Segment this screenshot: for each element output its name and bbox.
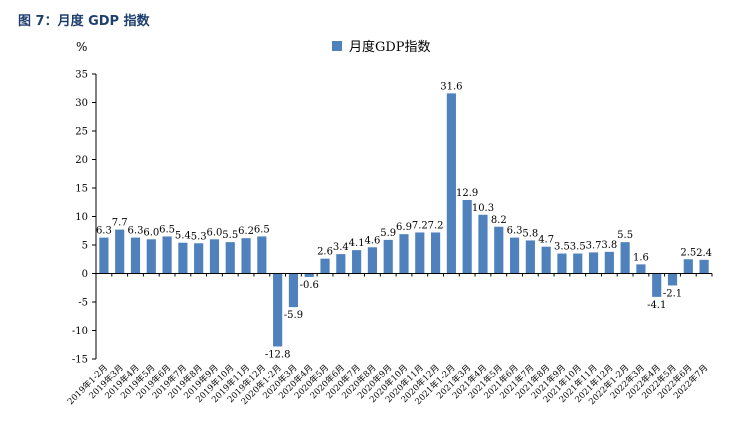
bar — [509, 237, 520, 274]
data-label: 6.5 — [254, 224, 270, 235]
data-label: 4.1 — [349, 238, 365, 249]
data-label: 6.3 — [507, 226, 523, 237]
legend-label: 月度GDP指数 — [349, 39, 431, 55]
bars — [99, 93, 709, 347]
figure-title: 图 7：月度 GDP 指数 — [18, 14, 150, 29]
data-label: 6.9 — [396, 222, 412, 233]
bar — [352, 250, 362, 274]
y-axis: 35 30 25 20 15 10 5 0 -5 -10 -15 — [72, 70, 97, 366]
data-label: 6.0 — [207, 227, 223, 238]
bar — [667, 273, 678, 286]
data-label: 3.5 — [570, 242, 586, 253]
bar — [699, 259, 709, 274]
y-tick-label: 5 — [82, 241, 88, 252]
data-label: -4.1 — [647, 300, 666, 311]
bar — [541, 246, 551, 274]
bar — [162, 236, 172, 274]
data-label: -2.1 — [663, 288, 682, 299]
bar — [209, 239, 220, 274]
data-label: -0.6 — [300, 280, 319, 291]
y-tick-label: 10 — [75, 212, 88, 223]
legend: 月度GDP指数 — [332, 39, 431, 55]
bar — [478, 214, 488, 274]
data-label: 8.2 — [491, 215, 507, 226]
data-label: 3.5 — [554, 242, 570, 253]
bar — [130, 237, 141, 274]
bar — [494, 226, 504, 274]
bar — [446, 93, 456, 274]
bar — [99, 237, 109, 274]
legend-swatch — [332, 41, 342, 51]
data-label: 2.6 — [317, 247, 333, 258]
y-tick-label: 0 — [82, 269, 88, 280]
data-label: 4.6 — [364, 235, 380, 246]
data-label: 7.7 — [112, 218, 128, 229]
bar — [683, 259, 693, 274]
data-label: 12.9 — [456, 188, 478, 199]
bar — [273, 273, 283, 347]
y-tick-label: 30 — [75, 98, 88, 109]
bar — [557, 253, 567, 274]
y-tick-label: 35 — [75, 70, 88, 81]
bar — [588, 252, 599, 274]
bar — [288, 273, 299, 308]
data-label: 3.8 — [601, 240, 617, 251]
bar — [620, 242, 630, 274]
bar — [462, 199, 472, 274]
bar — [399, 234, 409, 274]
data-label: 4.7 — [538, 235, 554, 246]
bar — [525, 240, 535, 274]
y-tick-label: 15 — [75, 184, 88, 195]
data-label: 5.4 — [175, 231, 191, 242]
data-label: 5.3 — [191, 231, 207, 242]
bar — [652, 273, 662, 297]
data-label: 10.3 — [472, 203, 494, 214]
data-label: 5.8 — [522, 228, 538, 239]
data-label: 6.3 — [128, 226, 144, 237]
data-label: -5.9 — [284, 310, 303, 321]
data-label: 6.2 — [238, 226, 254, 237]
data-label: 6.3 — [96, 226, 112, 237]
bar — [257, 236, 267, 274]
data-label: 1.6 — [633, 252, 649, 263]
data-label: 7.2 — [428, 220, 444, 231]
data-label: 6.5 — [159, 224, 175, 235]
y-tick-label: -5 — [78, 298, 88, 309]
bar — [336, 254, 346, 274]
bar — [146, 239, 156, 274]
data-label: 3.7 — [586, 240, 602, 251]
data-label: 6.0 — [143, 227, 159, 238]
data-label: 3.4 — [333, 242, 349, 253]
bar — [573, 253, 583, 274]
data-label: 2.4 — [696, 248, 712, 259]
data-label: 5.5 — [617, 230, 633, 241]
x-axis: 2019年1-2月2019年3月2019年4月2019年5月2019年6月201… — [65, 273, 713, 407]
bar — [320, 258, 330, 274]
data-labels: 6.37.76.3 6.0 6.55.4 5.3 6.0 5.5 6.2 6.5-12.8-5… — [96, 81, 712, 360]
bar — [304, 273, 314, 277]
bar — [636, 264, 646, 274]
data-label: 5.9 — [380, 228, 396, 239]
y-axis-unit-label: % — [76, 40, 87, 54]
bar — [194, 243, 204, 274]
y-tick-label: 20 — [75, 155, 88, 166]
data-label: 31.6 — [440, 81, 462, 92]
y-tick-label: -10 — [72, 326, 88, 337]
data-label: -12.8 — [265, 349, 291, 360]
bar — [431, 232, 441, 274]
data-label: 5.5 — [222, 230, 238, 241]
bar — [225, 242, 235, 274]
data-label: 2.5 — [680, 247, 696, 258]
bar — [415, 232, 425, 274]
bar — [241, 238, 251, 274]
y-tick-label: -15 — [72, 355, 88, 366]
bar — [115, 229, 125, 274]
bar — [367, 247, 377, 274]
bar — [178, 242, 188, 274]
bar — [604, 251, 614, 274]
y-tick-label: 25 — [75, 127, 88, 138]
bar — [383, 239, 393, 274]
data-label: 7.2 — [412, 220, 428, 231]
